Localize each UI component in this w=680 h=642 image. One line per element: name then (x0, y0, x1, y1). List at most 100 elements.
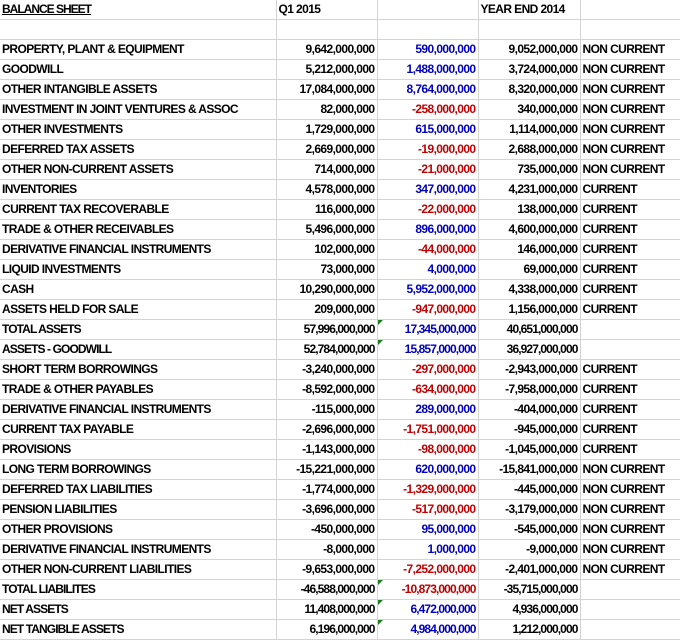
year-end-2014-value-cell[interactable]: 2,688,000,000 (478, 139, 581, 160)
q1-2015-value-cell[interactable]: -46,588,000,000 (276, 579, 378, 600)
year-end-2014-value-cell[interactable]: -445,000,000 (478, 479, 581, 500)
year-end-2014-value-cell[interactable]: 4,231,000,000 (478, 179, 581, 200)
change-value-cell[interactable]: 8,764,000,000 (377, 79, 479, 100)
change-value-cell[interactable]: -1,329,000,000 (377, 479, 479, 500)
change-value-cell[interactable]: 95,000,000 (377, 519, 479, 540)
q1-2015-value-cell[interactable]: -2,696,000,000 (276, 419, 378, 440)
row-label-cell[interactable]: CURRENT TAX PAYABLE (0, 419, 277, 440)
row-label-cell[interactable]: PROVISIONS (0, 439, 277, 460)
q1-2015-value-cell[interactable]: 57,996,000,000 (276, 319, 378, 340)
change-value-cell[interactable]: -947,000,000 (377, 299, 479, 320)
q1-2015-value-cell[interactable]: 209,000,000 (276, 299, 378, 320)
q1-2015-value-cell[interactable]: 6,196,000,000 (276, 619, 378, 640)
row-label-cell[interactable]: TRADE & OTHER PAYABLES (0, 379, 277, 400)
classification-cell[interactable]: NON CURRENT (580, 499, 680, 520)
change-value-cell[interactable]: 590,000,000 (377, 39, 479, 60)
q1-2015-value-cell[interactable]: 82,000,000 (276, 99, 378, 120)
classification-cell[interactable]: NON CURRENT (580, 139, 680, 160)
row-label-cell[interactable]: INVESTMENT IN JOINT VENTURES & ASSOC (0, 99, 277, 120)
q1-2015-value-cell[interactable]: 17,084,000,000 (276, 79, 378, 100)
classification-cell[interactable]: CURRENT (580, 419, 680, 440)
year-end-2014-value-cell[interactable]: 340,000,000 (478, 99, 581, 120)
year-end-2014-value-cell[interactable]: -3,179,000,000 (478, 499, 581, 520)
change-header-cell[interactable] (377, 0, 479, 20)
year-end-2014-value-cell[interactable]: 8,320,000,000 (478, 79, 581, 100)
change-value-cell[interactable]: -1,751,000,000 (377, 419, 479, 440)
classification-cell[interactable] (580, 579, 680, 600)
classification-cell[interactable]: CURRENT (580, 279, 680, 300)
q1-2015-value-cell[interactable]: 1,729,000,000 (276, 119, 378, 140)
change-value-cell[interactable]: -7,252,000,000 (377, 559, 479, 580)
q1-2015-value-cell[interactable]: 714,000,000 (276, 159, 378, 180)
change-value-cell[interactable]: 1,000,000 (377, 539, 479, 560)
classification-cell[interactable]: CURRENT (580, 219, 680, 240)
empty-cell[interactable] (0, 19, 277, 40)
change-value-cell[interactable]: -10,873,000,000 (377, 579, 479, 600)
year-end-2014-value-cell[interactable]: 1,156,000,000 (478, 299, 581, 320)
classification-cell[interactable]: NON CURRENT (580, 119, 680, 140)
year-end-2014-value-cell[interactable]: -2,943,000,000 (478, 359, 581, 380)
year-end-2014-value-cell[interactable]: -7,958,000,000 (478, 379, 581, 400)
change-value-cell[interactable]: -21,000,000 (377, 159, 479, 180)
row-label-cell[interactable]: INVENTORIES (0, 179, 277, 200)
row-label-cell[interactable]: OTHER PROVISIONS (0, 519, 277, 540)
row-label-cell[interactable]: OTHER NON-CURRENT ASSETS (0, 159, 277, 180)
row-label-cell[interactable]: DEFERRED TAX ASSETS (0, 139, 277, 160)
year-end-2014-value-cell[interactable]: 1,114,000,000 (478, 119, 581, 140)
change-value-cell[interactable]: -22,000,000 (377, 199, 479, 220)
row-label-cell[interactable]: DERIVATIVE FINANCIAL INSTRUMENTS (0, 239, 277, 260)
q1-2015-value-cell[interactable]: 73,000,000 (276, 259, 378, 280)
row-label-cell[interactable]: LIQUID INVESTMENTS (0, 259, 277, 280)
q1-2015-value-cell[interactable]: -1,774,000,000 (276, 479, 378, 500)
q1-2015-value-cell[interactable]: 9,642,000,000 (276, 39, 378, 60)
classification-cell[interactable]: NON CURRENT (580, 99, 680, 120)
row-label-cell[interactable]: PROPERTY, PLANT & EQUIPMENT (0, 39, 277, 60)
change-value-cell[interactable]: 5,952,000,000 (377, 279, 479, 300)
sheet-title-cell[interactable]: BALANCE SHEET (0, 0, 277, 20)
classification-cell[interactable]: NON CURRENT (580, 559, 680, 580)
year-end-2014-value-cell[interactable]: -15,841,000,000 (478, 459, 581, 480)
empty-cell[interactable] (580, 19, 680, 40)
row-label-cell[interactable]: CASH (0, 279, 277, 300)
year-end-2014-value-cell[interactable]: 4,338,000,000 (478, 279, 581, 300)
row-label-cell[interactable]: LONG TERM BORROWINGS (0, 459, 277, 480)
change-value-cell[interactable]: -19,000,000 (377, 139, 479, 160)
year-end-2014-value-cell[interactable]: 9,052,000,000 (478, 39, 581, 60)
change-value-cell[interactable]: 615,000,000 (377, 119, 479, 140)
year-end-2014-value-cell[interactable]: -9,000,000 (478, 539, 581, 560)
row-label-cell[interactable]: TOTAL LIABILITES (0, 579, 277, 600)
empty-cell[interactable] (478, 19, 581, 40)
q1-2015-value-cell[interactable]: -3,240,000,000 (276, 359, 378, 380)
q1-2015-value-cell[interactable]: -1,143,000,000 (276, 439, 378, 460)
row-label-cell[interactable]: DERIVATIVE FINANCIAL INSTRUMENTS (0, 539, 277, 560)
classification-cell[interactable]: NON CURRENT (580, 519, 680, 540)
q1-2015-value-cell[interactable]: 102,000,000 (276, 239, 378, 260)
row-label-cell[interactable]: ASSETS - GOODWILL (0, 339, 277, 360)
year-end-2014-value-cell[interactable]: 735,000,000 (478, 159, 581, 180)
q1-2015-value-cell[interactable]: 10,290,000,000 (276, 279, 378, 300)
classification-cell[interactable]: NON CURRENT (580, 479, 680, 500)
type-header-cell[interactable] (580, 0, 680, 20)
classification-cell[interactable]: NON CURRENT (580, 59, 680, 80)
change-value-cell[interactable]: 4,000,000 (377, 259, 479, 280)
q1-2015-value-cell[interactable]: 5,212,000,000 (276, 59, 378, 80)
empty-cell[interactable] (377, 19, 479, 40)
classification-cell[interactable] (580, 319, 680, 340)
year-end-2014-value-cell[interactable]: -1,045,000,000 (478, 439, 581, 460)
classification-cell[interactable]: NON CURRENT (580, 459, 680, 480)
classification-cell[interactable] (580, 619, 680, 640)
change-value-cell[interactable]: -258,000,000 (377, 99, 479, 120)
row-label-cell[interactable]: TOTAL ASSETS (0, 319, 277, 340)
classification-cell[interactable]: CURRENT (580, 359, 680, 380)
classification-cell[interactable]: CURRENT (580, 399, 680, 420)
year-end-2014-value-cell[interactable]: 1,212,000,000 (478, 619, 581, 640)
classification-cell[interactable]: CURRENT (580, 239, 680, 260)
row-label-cell[interactable]: NET TANGIBLE ASSETS (0, 619, 277, 640)
row-label-cell[interactable]: CURRENT TAX RECOVERABLE (0, 199, 277, 220)
q1-2015-value-cell[interactable]: 4,578,000,000 (276, 179, 378, 200)
row-label-cell[interactable]: NET ASSETS (0, 599, 277, 620)
row-label-cell[interactable]: PENSION LIABILITIES (0, 499, 277, 520)
change-value-cell[interactable]: -98,000,000 (377, 439, 479, 460)
row-label-cell[interactable]: OTHER INVESTMENTS (0, 119, 277, 140)
row-label-cell[interactable]: OTHER NON-CURRENT LIABILITIES (0, 559, 277, 580)
